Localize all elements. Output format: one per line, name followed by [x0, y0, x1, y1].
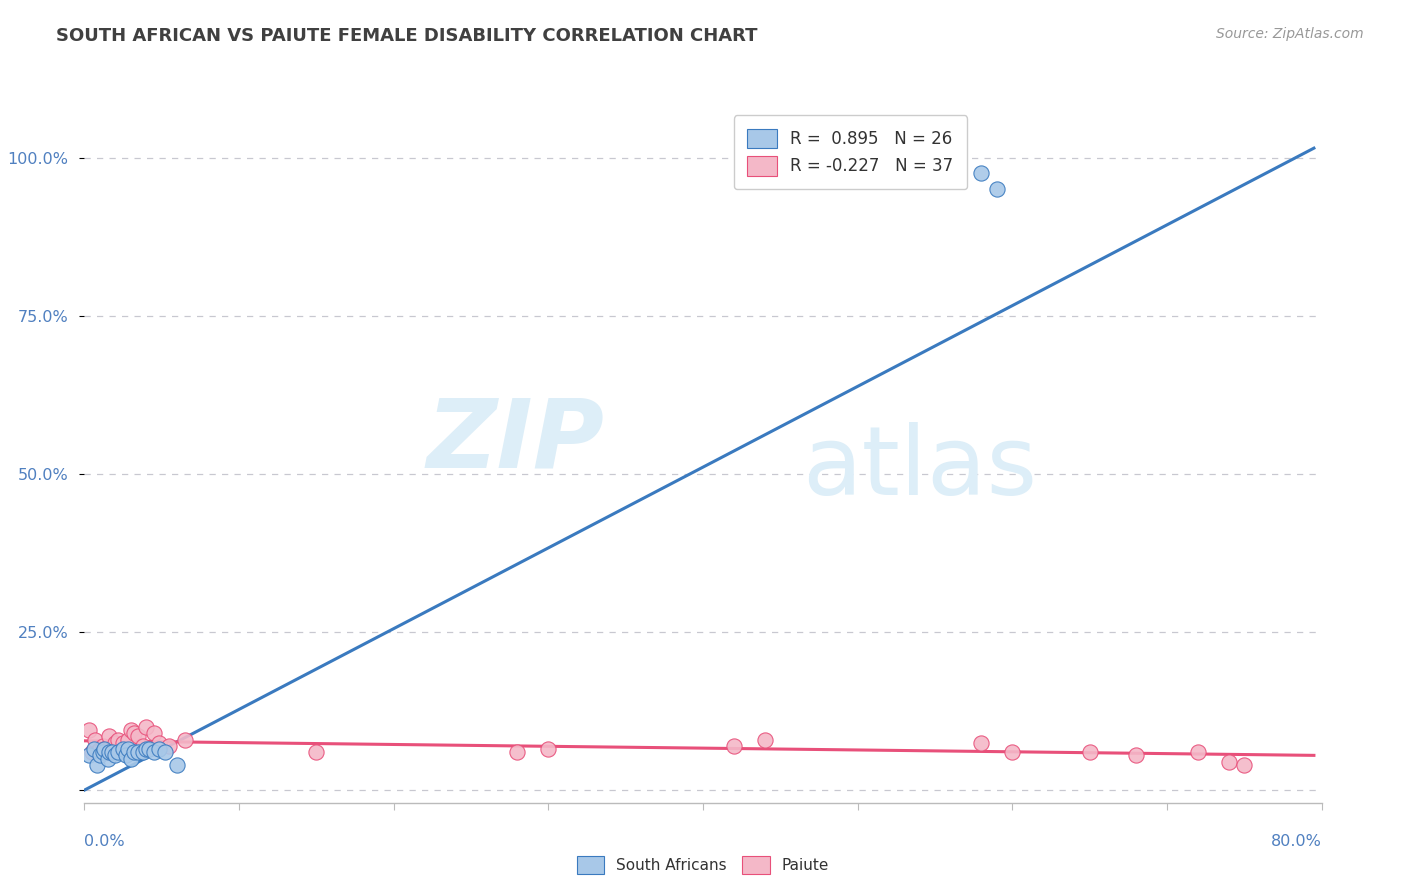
Point — [132, 739, 155, 753]
Point — [101, 742, 124, 756]
Point — [128, 730, 150, 744]
Point — [77, 723, 100, 737]
Point — [537, 742, 560, 756]
Point — [1187, 745, 1209, 759]
Point — [120, 723, 142, 737]
Point — [84, 732, 107, 747]
Legend: R =  0.895   N = 26, R = -0.227   N = 37: R = 0.895 N = 26, R = -0.227 N = 37 — [734, 115, 967, 189]
Point — [138, 742, 160, 756]
Point — [89, 742, 111, 756]
Point — [1078, 745, 1101, 759]
Text: 80.0%: 80.0% — [1271, 834, 1322, 849]
Point — [94, 745, 117, 759]
Legend: South Africans, Paiute: South Africans, Paiute — [571, 850, 835, 880]
Point — [148, 736, 170, 750]
Point — [104, 736, 127, 750]
Point — [97, 751, 120, 765]
Point — [166, 757, 188, 772]
Point — [174, 732, 197, 747]
Point — [506, 745, 529, 759]
Text: 0.0%: 0.0% — [84, 834, 125, 849]
Point — [91, 745, 114, 759]
Text: Source: ZipAtlas.com: Source: ZipAtlas.com — [1216, 27, 1364, 41]
Point — [305, 745, 328, 759]
Point — [89, 748, 111, 763]
Point — [135, 720, 157, 734]
Point — [132, 745, 155, 759]
Point — [98, 730, 121, 744]
Point — [1001, 745, 1024, 759]
Text: ZIP: ZIP — [426, 394, 605, 488]
Point — [112, 736, 135, 750]
Point — [128, 745, 150, 759]
Point — [93, 742, 115, 756]
Point — [104, 748, 127, 763]
Point — [117, 742, 139, 756]
Point — [1218, 755, 1240, 769]
Point — [723, 739, 745, 753]
Point — [122, 726, 145, 740]
Point — [970, 736, 993, 750]
Point — [153, 745, 176, 759]
Point — [98, 745, 121, 759]
Point — [112, 742, 135, 756]
Point — [82, 745, 104, 759]
Point — [107, 745, 129, 759]
Point — [101, 745, 124, 759]
Point — [122, 745, 145, 759]
Point — [97, 742, 120, 756]
Point — [754, 732, 776, 747]
Point — [115, 748, 138, 763]
Point — [117, 732, 139, 747]
Point — [970, 166, 993, 180]
Text: atlas: atlas — [801, 422, 1038, 516]
Point — [986, 182, 1008, 196]
Point — [1233, 757, 1256, 772]
Point — [87, 745, 110, 759]
Point — [143, 726, 166, 740]
Point — [86, 745, 108, 759]
Point — [83, 742, 105, 756]
Point — [159, 739, 181, 753]
Text: SOUTH AFRICAN VS PAIUTE FEMALE DISABILITY CORRELATION CHART: SOUTH AFRICAN VS PAIUTE FEMALE DISABILIT… — [56, 27, 758, 45]
Point — [86, 757, 108, 772]
Point — [77, 748, 100, 763]
Point — [120, 751, 142, 765]
Point — [93, 742, 115, 756]
Point — [1125, 748, 1147, 763]
Point — [91, 739, 114, 753]
Point — [107, 732, 129, 747]
Point — [148, 742, 170, 756]
Point — [143, 745, 166, 759]
Point — [135, 742, 157, 756]
